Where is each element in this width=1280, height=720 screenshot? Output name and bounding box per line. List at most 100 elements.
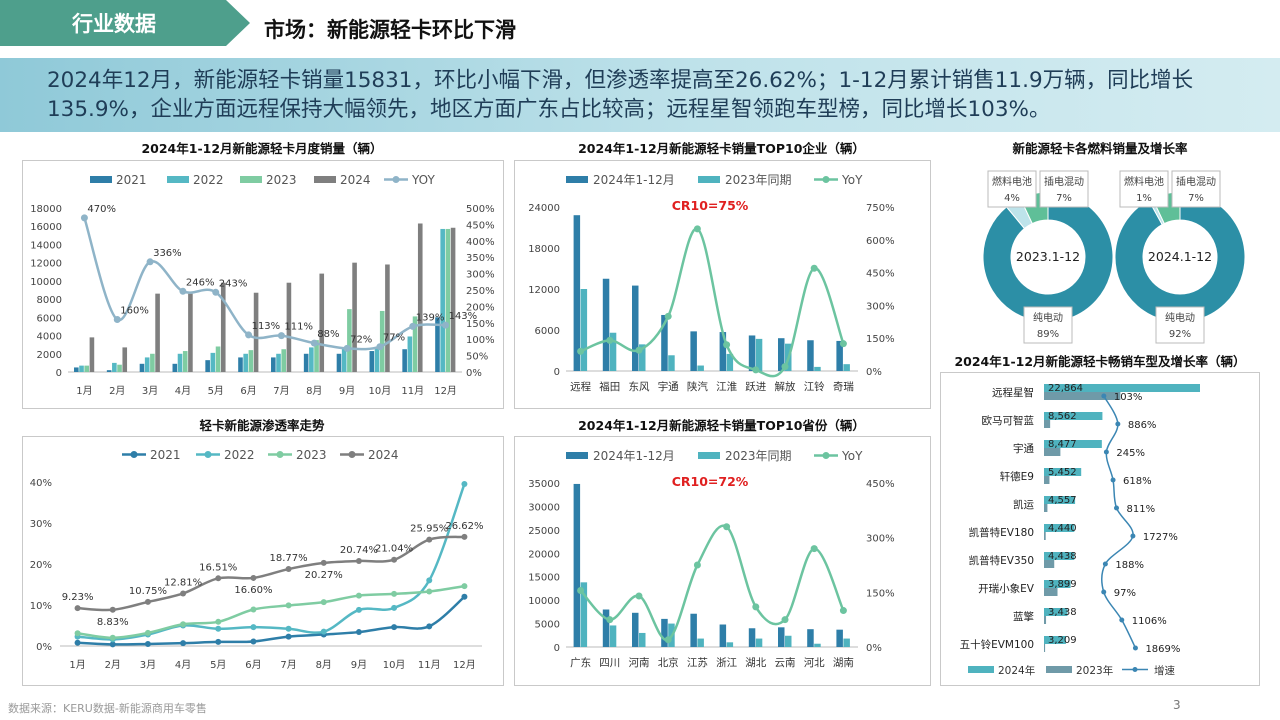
point-2021 [285, 633, 292, 640]
point-2024 [74, 605, 81, 612]
callout-pct: 89% [1037, 329, 1059, 340]
bar-2021 [238, 357, 243, 372]
bar-2024 [89, 337, 95, 372]
bar-current [632, 612, 639, 647]
bar-current [836, 340, 843, 371]
callout-name: 燃料电池 [992, 175, 1032, 188]
donut-slice-1-0 [1114, 191, 1246, 323]
point-2024 [426, 536, 433, 543]
yoy-label: 113% [252, 321, 281, 332]
point-2022 [426, 577, 433, 584]
legend-label-current: 2024年1-12月 [593, 173, 675, 187]
legend-marker-growth [1132, 667, 1138, 672]
yoy-label: 336% [153, 248, 182, 259]
bar-2024 [1044, 608, 1068, 616]
bar-2022 [79, 365, 84, 372]
legend-marker-yoy [822, 452, 830, 459]
bar-2023 [1044, 616, 1047, 624]
cr10-annotation: CR10=75% [672, 198, 749, 213]
page-number: 3 [1173, 698, 1181, 712]
yoy-point [146, 258, 154, 266]
legend-label-2022: 2022 [224, 448, 255, 462]
bar-2022 [210, 352, 216, 372]
x-tick: 2月 [109, 385, 125, 397]
x-tick: 3月 [140, 659, 156, 671]
x-tick: 10月 [369, 385, 392, 397]
model-name: 欧马可智蓝 [982, 414, 1035, 427]
y-tick: 0% [36, 642, 52, 653]
point-2023 [250, 606, 257, 613]
y-left-tick: 10000 [30, 277, 62, 288]
point-2024 [461, 533, 468, 540]
value-2024: 8,562 [1048, 411, 1077, 422]
top10-province-chart: 2024年1-12月 2023年同期 YoY CR10=72% 0 5000 10000 15… [528, 449, 894, 669]
y-right-tick: 200% [466, 302, 495, 313]
yoy-point [577, 587, 585, 595]
legend-swatch-2023 [1046, 666, 1072, 673]
y-left-tick: 18000 [30, 204, 62, 215]
point-2024 [250, 574, 257, 581]
bar-2024 [1044, 552, 1075, 560]
yoy-point [212, 288, 220, 296]
y-left-tick: 18000 [528, 244, 560, 255]
yoy-point [343, 344, 351, 352]
bar-2023 [1044, 504, 1048, 512]
value-2024: 5,452 [1048, 467, 1077, 478]
bar-2024 [155, 293, 160, 372]
x-tick: 7月 [280, 659, 296, 671]
x-tick: 9月 [351, 659, 367, 671]
x-tick: 4月 [175, 385, 191, 397]
point-2023 [109, 634, 116, 641]
point-2021 [426, 623, 433, 630]
bar-current [602, 609, 610, 647]
bar-2023 [281, 349, 287, 372]
yoy-point [310, 339, 318, 347]
growth-label: 1869% [1145, 644, 1180, 655]
bar-previous [843, 364, 850, 371]
point-2022 [320, 628, 327, 635]
yoy-point [839, 607, 847, 615]
growth-point [1110, 477, 1116, 483]
bar-2024 [122, 347, 128, 372]
yoy-label: 139% [416, 312, 445, 323]
bar-previous [609, 625, 617, 647]
x-tick: 1月 [69, 659, 85, 671]
bar-2023 [150, 353, 155, 372]
bar-current [602, 278, 610, 371]
y-left-tick: 0 [554, 643, 560, 654]
model-name: 五十铃EVM100 [960, 638, 1034, 651]
point-2022 [285, 625, 292, 632]
top-models-panel [940, 372, 1260, 686]
callout-box [987, 170, 1037, 208]
legend-label-yoy: YoY [841, 173, 863, 187]
x-tick: 4月 [175, 659, 191, 671]
y-left-tick: 24000 [528, 203, 560, 214]
yoy-label: 243% [219, 278, 248, 289]
bar-2021 [74, 367, 79, 372]
point-2022 [250, 624, 257, 631]
y-tick: 40% [30, 478, 52, 489]
point-2023 [74, 630, 81, 637]
bar-2022 [144, 357, 150, 372]
bar-2022 [112, 362, 117, 372]
bar-2022 [309, 347, 314, 372]
bar-current [573, 483, 581, 647]
y-left-tick: 20000 [528, 549, 560, 560]
x-tick: 8月 [316, 659, 332, 671]
callout-pct: 7% [1188, 193, 1204, 204]
penetration-label-2024: 9.23% [62, 592, 94, 603]
yoy-point [277, 332, 285, 340]
yoy-point [635, 346, 643, 354]
bar-2023 [1044, 476, 1050, 484]
growth-line [1100, 395, 1137, 649]
bar-previous [697, 638, 704, 647]
y-right-tick: 750% [866, 203, 895, 214]
point-2023 [215, 618, 222, 625]
y-right-tick: 450% [866, 269, 895, 280]
model-name: 远程星智 [992, 386, 1034, 399]
legend-label-growth: 增速 [1154, 664, 1176, 677]
bar-previous [580, 582, 588, 647]
y-left-tick: 30000 [528, 502, 560, 513]
callout-name: 纯电动 [1165, 311, 1195, 324]
x-tick: 江淮 [716, 381, 738, 393]
